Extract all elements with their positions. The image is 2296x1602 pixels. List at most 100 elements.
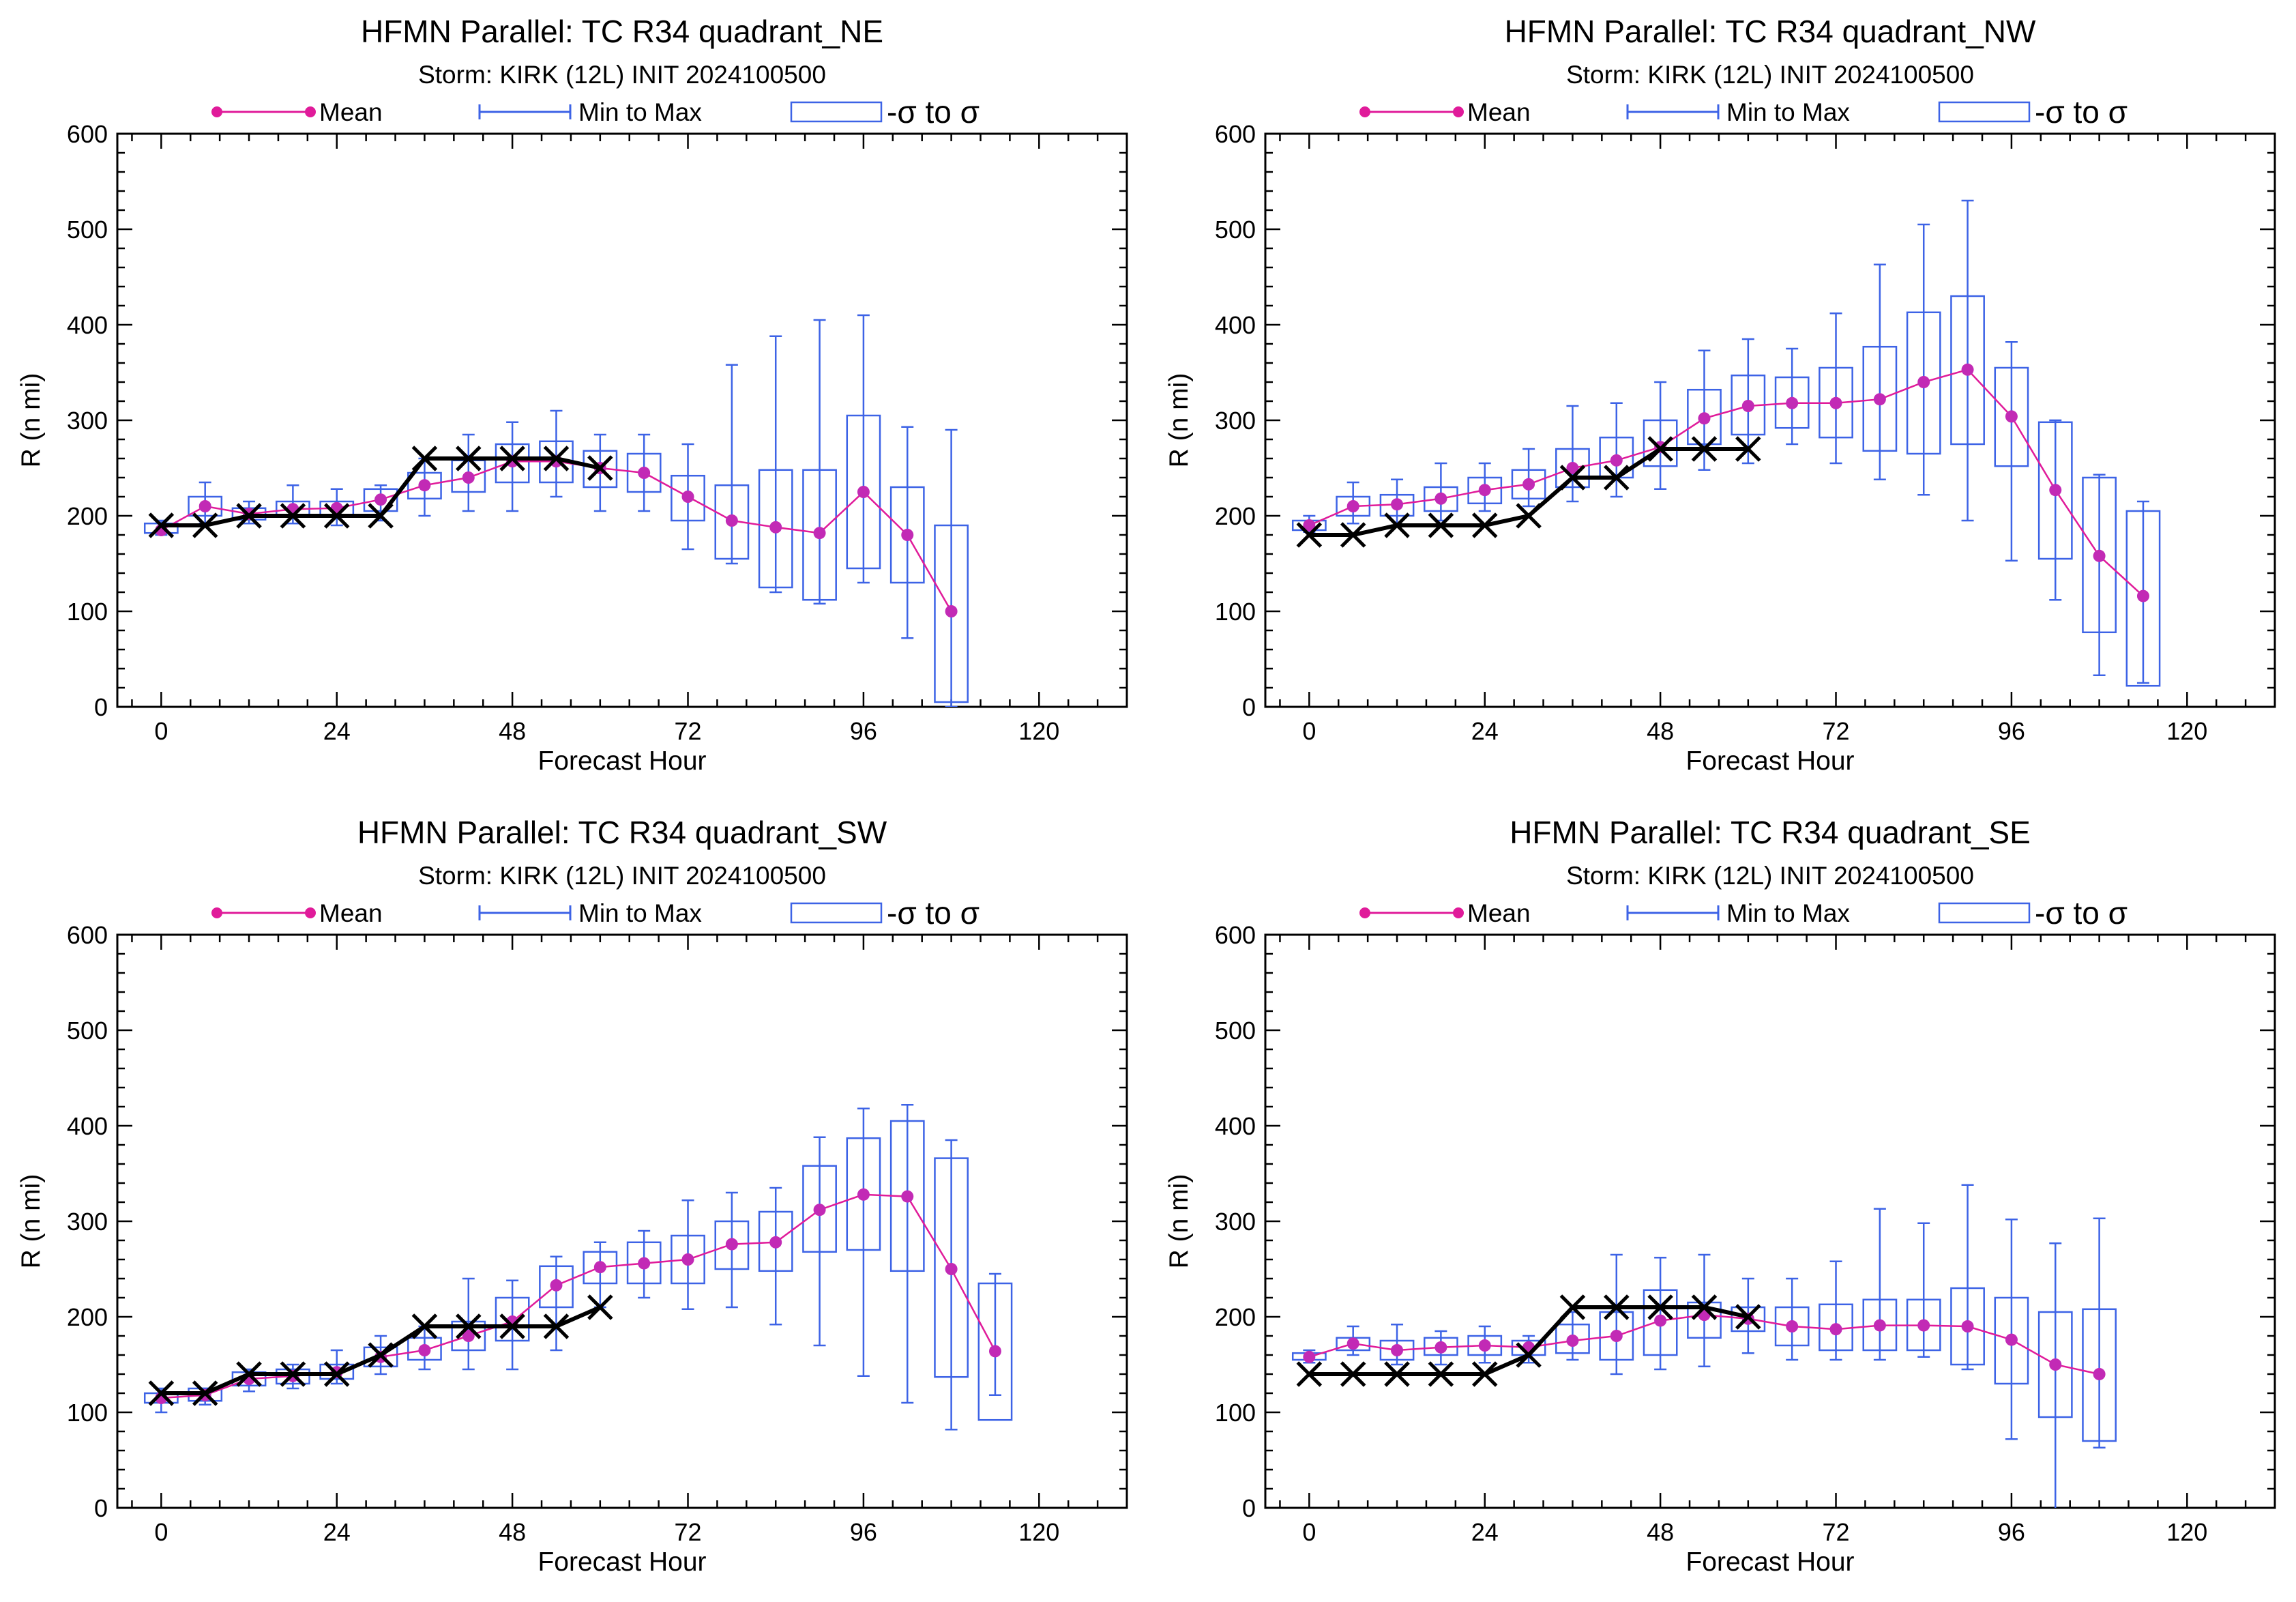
- best-track-point: [1691, 1294, 1718, 1320]
- y-tick-label: 200: [67, 502, 108, 530]
- best-track-x-stroke: [1471, 1361, 1498, 1387]
- best-track-point: [1735, 1304, 1761, 1330]
- sigma-box: [1511, 469, 1546, 500]
- best-track-point: [1384, 512, 1410, 538]
- legend-minmax-label: Min to Max: [1726, 899, 1850, 927]
- best-track-point: [192, 1380, 218, 1406]
- y-tick-label: 100: [67, 1399, 108, 1427]
- y-tick-label: 0: [94, 693, 108, 721]
- sigma-box: [889, 486, 925, 584]
- x-axis-label: Forecast Hour: [538, 1547, 706, 1577]
- x-tick-label: 120: [1018, 1518, 1059, 1546]
- sigma-box: [1687, 1301, 1722, 1339]
- y-tick-label: 500: [67, 1017, 108, 1045]
- y-tick-label: 500: [1215, 1017, 1256, 1045]
- best-track-point: [499, 446, 525, 471]
- mean-point: [1303, 1350, 1316, 1363]
- y-tick-label: 300: [1215, 1208, 1256, 1236]
- legend-mean-label: Mean: [319, 899, 383, 927]
- chart-panel-nw: HFMN Parallel: TC R34 quadrant_NW Storm: …: [1164, 14, 2276, 776]
- x-tick-label: 48: [499, 1518, 526, 1546]
- best-track-point: [1604, 465, 1630, 491]
- x-tick-label: 24: [1471, 1518, 1499, 1546]
- y-tick-label: 400: [1215, 311, 1256, 339]
- mean-point: [1610, 454, 1623, 467]
- best-track-point: [236, 1361, 262, 1387]
- legend-sigma-label: -σ to σ: [2035, 895, 2128, 931]
- best-track-x-stroke: [1604, 465, 1630, 491]
- y-axis-label: R (n mi): [16, 373, 46, 468]
- sigma-box: [2082, 1308, 2117, 1442]
- x-tick-label: 0: [154, 1518, 168, 1546]
- y-tick-label: 400: [1215, 1112, 1256, 1140]
- mean-point: [374, 493, 387, 506]
- best-track-point: [1516, 503, 1542, 529]
- sigma-box: [1731, 1306, 1766, 1332]
- y-tick-label: 600: [1215, 921, 1256, 949]
- x-tick-label: 72: [1822, 1518, 1849, 1546]
- legend: Mean Min to Max -σ to σ: [1359, 895, 2128, 931]
- best-track-x-stroke: [456, 1313, 482, 1339]
- best-track-x-stroke: [1296, 522, 1323, 548]
- best-track-point: [1647, 1294, 1673, 1320]
- mean-point: [1346, 500, 1359, 512]
- best-track-point: [368, 503, 394, 529]
- best-track-x-stroke: [1516, 1342, 1542, 1368]
- sigma-box: [363, 1346, 398, 1368]
- best-track-x-stroke: [1340, 1361, 1366, 1387]
- best-track-x-stroke: [148, 512, 175, 538]
- mean-point: [813, 527, 826, 540]
- chart-title: HFMN Parallel: TC R34 quadrant_SE: [1510, 815, 2031, 850]
- mean-point: [2049, 484, 2062, 497]
- sigma-box: [495, 1296, 530, 1342]
- legend-mean-marker: [1359, 106, 1370, 117]
- sigma-box: [846, 414, 881, 570]
- best-track-point: [1384, 1361, 1410, 1387]
- mean-point: [1741, 400, 1754, 412]
- mean-point: [725, 1238, 738, 1251]
- y-tick-label: 300: [67, 407, 108, 435]
- legend-sigma-box: [1938, 902, 2031, 924]
- sigma-box: [1555, 448, 1590, 489]
- best-track-point: [499, 1313, 525, 1339]
- x-axis-label: Forecast Hour: [1686, 1547, 1854, 1577]
- best-track-x-stroke: [499, 446, 525, 471]
- best-track-point: [192, 512, 218, 538]
- mean-point: [1346, 1337, 1359, 1350]
- mean-point: [1873, 1319, 1886, 1332]
- best-track-x-stroke: [543, 1313, 570, 1339]
- sigma-box: [934, 1157, 969, 1378]
- sigma-box: [319, 1363, 355, 1380]
- y-tick-label: 400: [67, 1112, 108, 1140]
- best-track-x-stroke: [1691, 1294, 1718, 1320]
- best-track-x-stroke: [499, 1313, 525, 1339]
- sigma-box: [2082, 476, 2117, 634]
- mean-point: [462, 471, 475, 484]
- y-tick-label: 200: [1215, 502, 1256, 530]
- best-track-point: [1559, 1294, 1586, 1320]
- mean-point: [1522, 478, 1535, 491]
- legend: Mean Min to Max -σ to σ: [211, 94, 980, 130]
- best-track-point: [456, 1313, 482, 1339]
- y-axis: 0 100 200 300 400 500 600 R (n mi): [16, 120, 1127, 721]
- chart-title: HFMN Parallel: TC R34 quadrant_NW: [1505, 14, 2036, 49]
- best-track-x-stroke: [368, 1342, 394, 1368]
- y-tick-label: 600: [67, 120, 108, 148]
- best-track-point: [1296, 1361, 1323, 1387]
- sigma-box: [451, 1320, 486, 1352]
- plot-frame: [116, 933, 1128, 1509]
- mean-point: [901, 1190, 914, 1203]
- sigma-box: [2037, 1311, 2073, 1418]
- best-track-x-stroke: [1735, 1304, 1761, 1330]
- x-tick-label: 0: [1302, 717, 1316, 745]
- chart-panel-ne: HFMN Parallel: TC R34 quadrant_NE Storm: …: [16, 14, 1128, 776]
- chart-subtitle: Storm: KIRK (12L) INIT 2024100500: [418, 61, 826, 89]
- mean-point: [1961, 1320, 1974, 1332]
- mean-point: [1434, 492, 1447, 505]
- mean-point: [2049, 1358, 2062, 1371]
- legend-mean-label: Mean: [1467, 98, 1531, 126]
- x-tick-label: 120: [1018, 717, 1059, 745]
- mean-point: [638, 467, 651, 479]
- mean-point: [1391, 1344, 1404, 1356]
- best-track-point: [1471, 512, 1498, 538]
